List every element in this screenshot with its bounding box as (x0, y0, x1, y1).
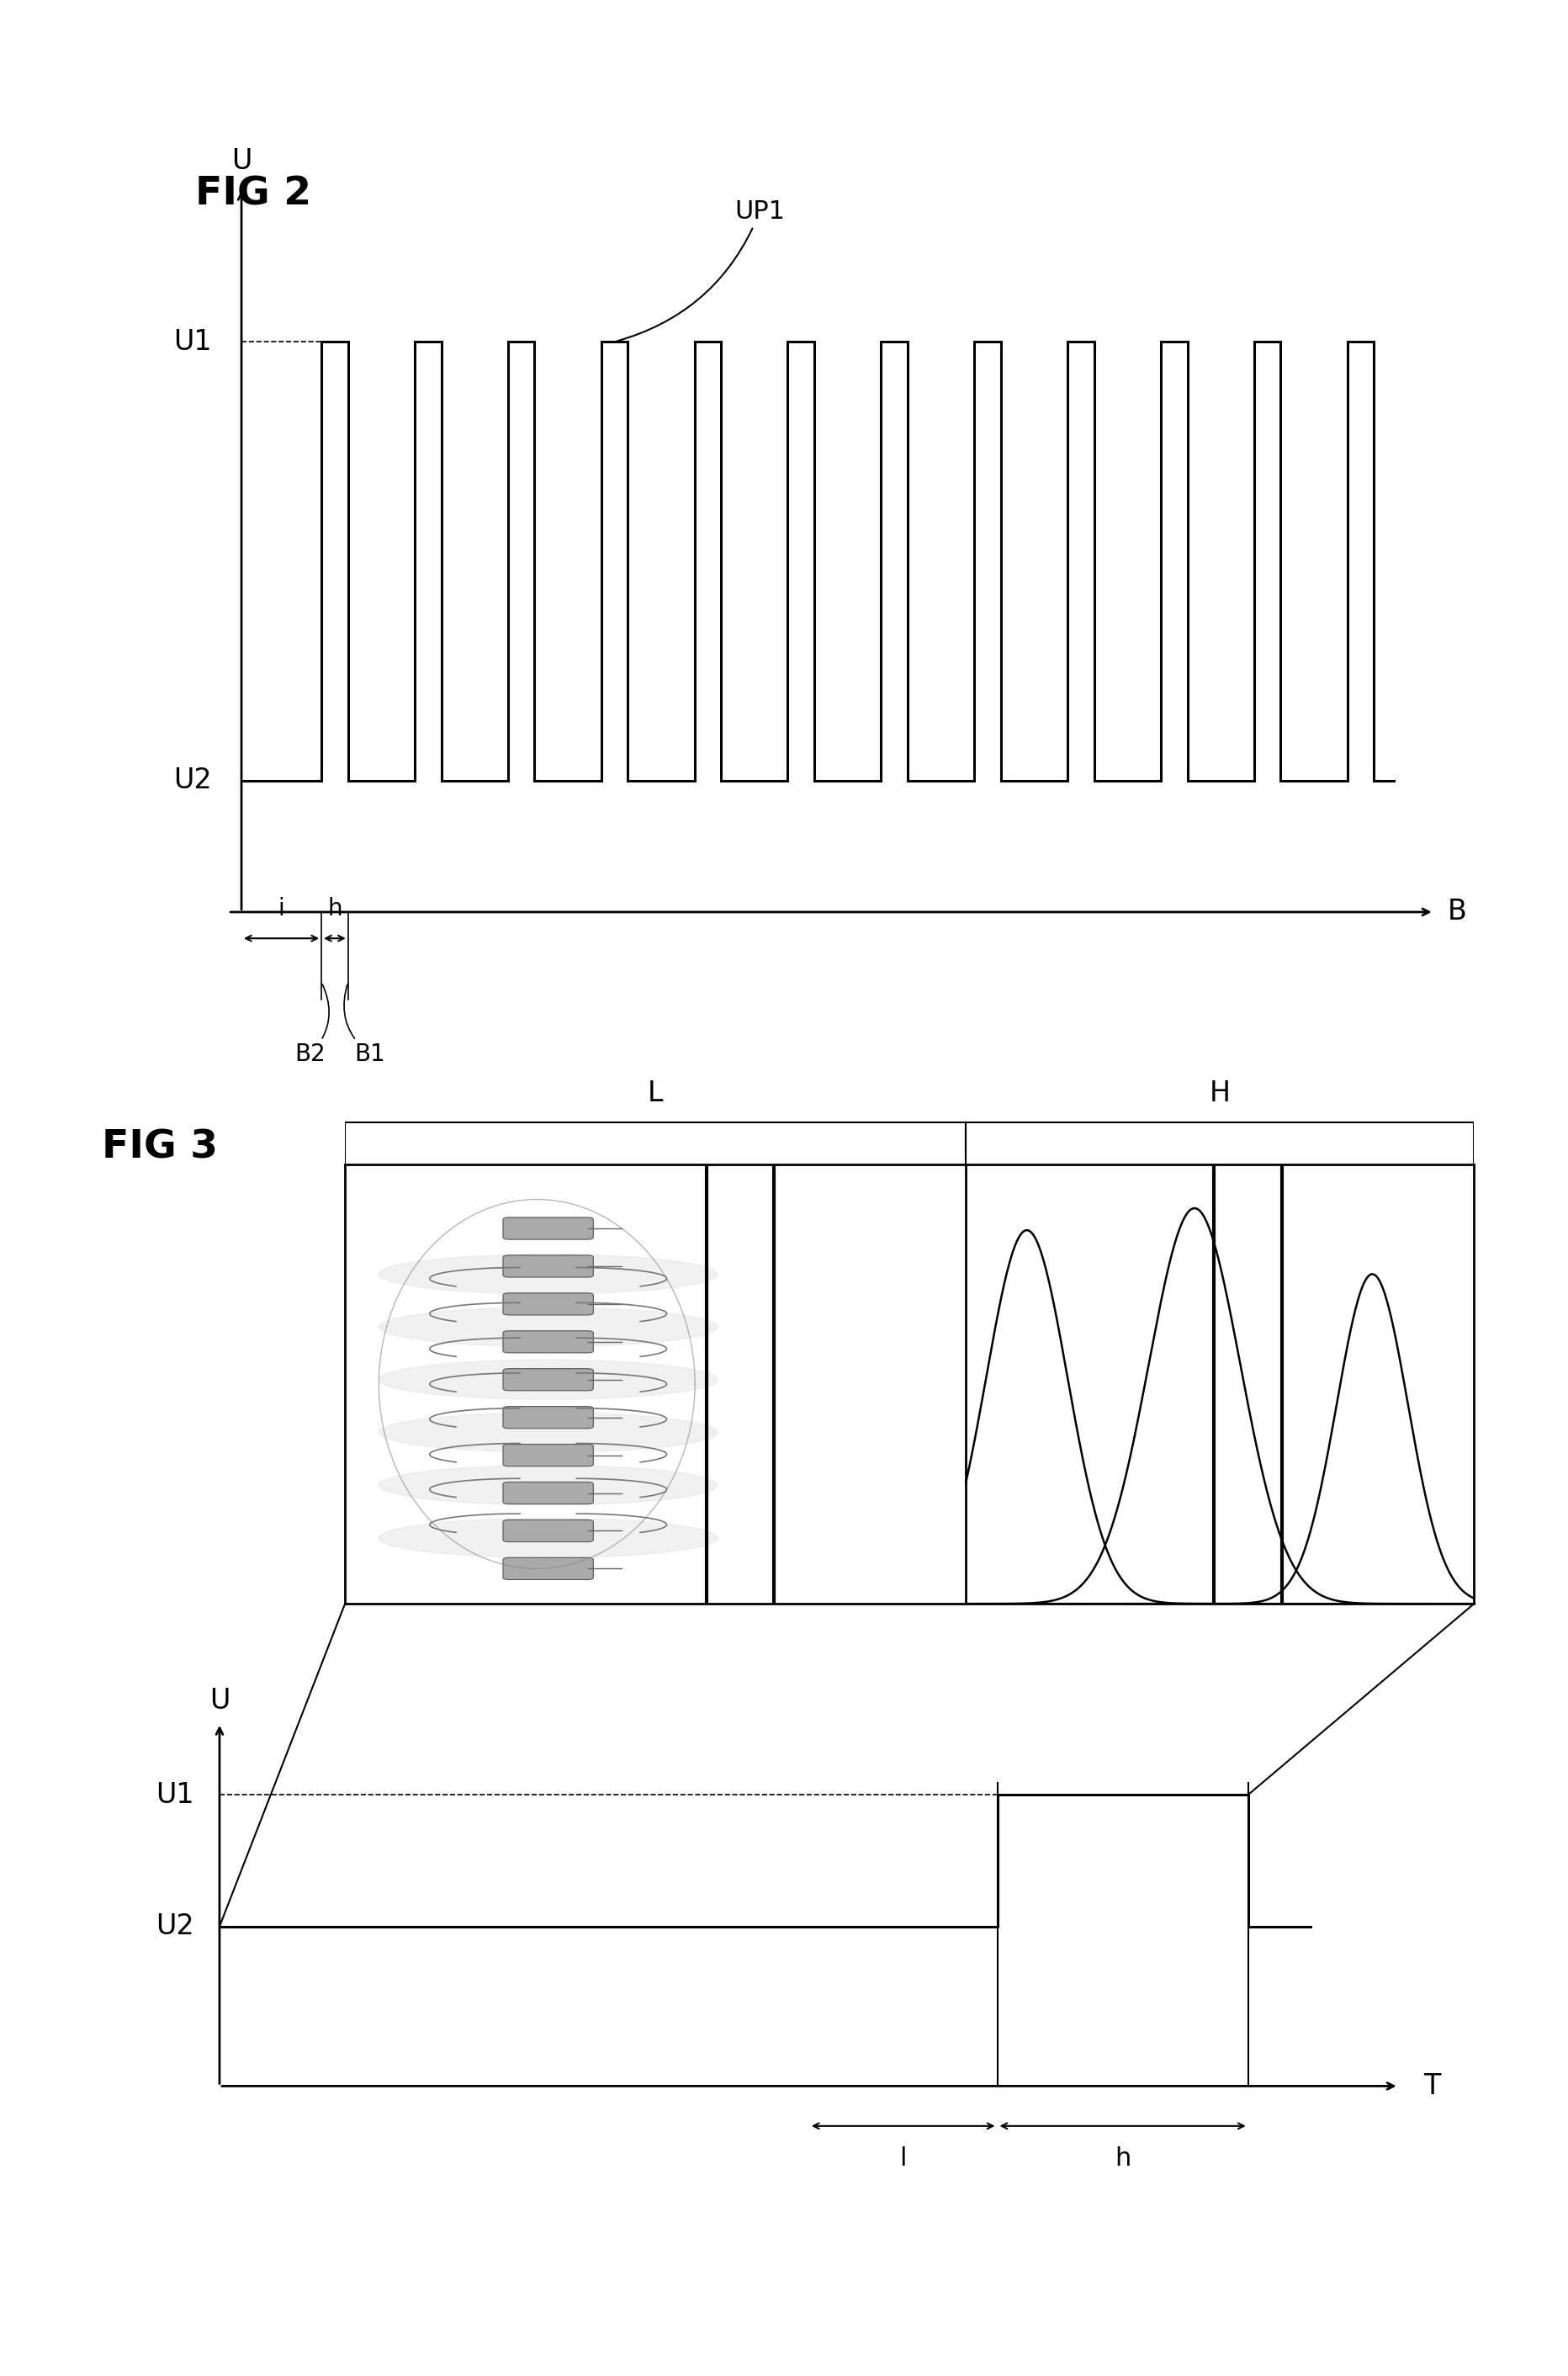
Ellipse shape (379, 1307, 718, 1347)
Text: h: h (1115, 2146, 1131, 2169)
FancyBboxPatch shape (503, 1407, 593, 1428)
Text: UP1: UP1 (616, 200, 786, 342)
Text: H: H (1209, 1079, 1231, 1107)
Text: l: l (900, 2146, 906, 2169)
FancyBboxPatch shape (503, 1217, 593, 1240)
Text: FIG 3: FIG 3 (102, 1129, 218, 1167)
FancyBboxPatch shape (503, 1369, 593, 1390)
Text: B2: B2 (295, 984, 329, 1067)
Text: U2: U2 (155, 1913, 194, 1941)
FancyBboxPatch shape (503, 1445, 593, 1466)
FancyBboxPatch shape (503, 1293, 593, 1314)
Text: h: h (328, 898, 342, 922)
Text: U1: U1 (157, 1782, 194, 1808)
Ellipse shape (379, 1255, 718, 1295)
Ellipse shape (379, 1518, 718, 1559)
FancyBboxPatch shape (503, 1255, 593, 1278)
Text: L: L (648, 1079, 663, 1107)
FancyBboxPatch shape (503, 1521, 593, 1542)
Text: B1: B1 (343, 984, 386, 1067)
Ellipse shape (379, 1414, 718, 1452)
Text: U: U (230, 147, 252, 176)
FancyBboxPatch shape (503, 1483, 593, 1504)
FancyBboxPatch shape (503, 1559, 593, 1580)
Text: T: T (1424, 2072, 1441, 2100)
Text: i: i (278, 898, 285, 922)
Text: U2: U2 (172, 767, 212, 794)
Text: U1: U1 (172, 328, 212, 356)
Ellipse shape (379, 1466, 718, 1504)
Ellipse shape (379, 1359, 718, 1399)
FancyBboxPatch shape (503, 1331, 593, 1352)
Text: FIG 2: FIG 2 (194, 176, 310, 214)
Text: U: U (209, 1687, 230, 1715)
Text: B: B (1447, 898, 1466, 927)
